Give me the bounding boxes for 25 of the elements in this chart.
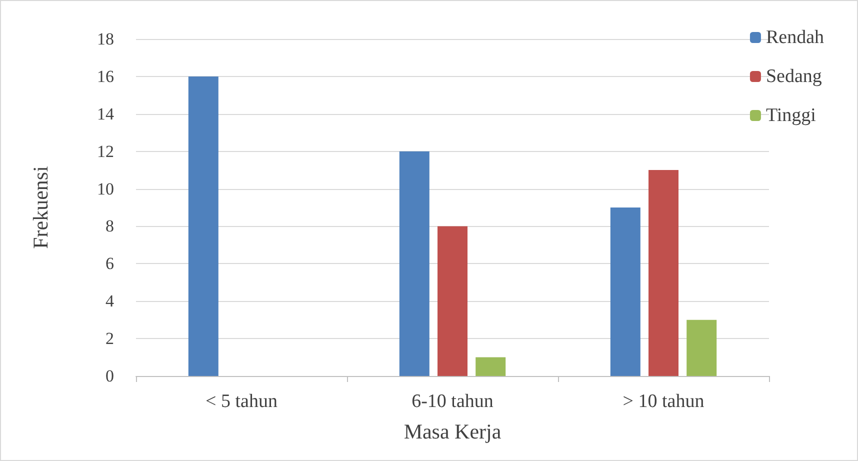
bar — [476, 357, 506, 376]
y-tick-label: 4 — [106, 292, 114, 311]
y-tick-label: 8 — [106, 216, 114, 236]
x-axis-title: Masa Kerja — [404, 420, 502, 444]
bar — [188, 76, 218, 376]
x-tick-label: < 5 tahun — [206, 391, 278, 412]
x-tick-label: 6-10 tahun — [412, 391, 494, 412]
legend-label: Rendah — [766, 27, 824, 48]
bar — [686, 320, 717, 376]
bar — [610, 208, 640, 376]
y-tick-label: 0 — [106, 366, 114, 386]
bar — [438, 226, 468, 376]
y-axis-title: Frekuensi — [28, 166, 52, 249]
y-tick-label: 2 — [106, 329, 114, 348]
y-tick-label: 16 — [97, 66, 114, 86]
bar — [648, 170, 678, 376]
legend-label: Tinggi — [766, 105, 816, 126]
bar — [399, 151, 430, 376]
y-tick-label: 12 — [97, 142, 114, 161]
y-tick-label: 18 — [97, 30, 114, 48]
y-tick-label: 14 — [97, 104, 114, 124]
y-tick-label: 6 — [106, 254, 114, 274]
x-tick-label: > 10 tahun — [622, 391, 705, 412]
legend-label: Sedang — [766, 66, 822, 87]
y-tick-label: 10 — [97, 179, 114, 198]
